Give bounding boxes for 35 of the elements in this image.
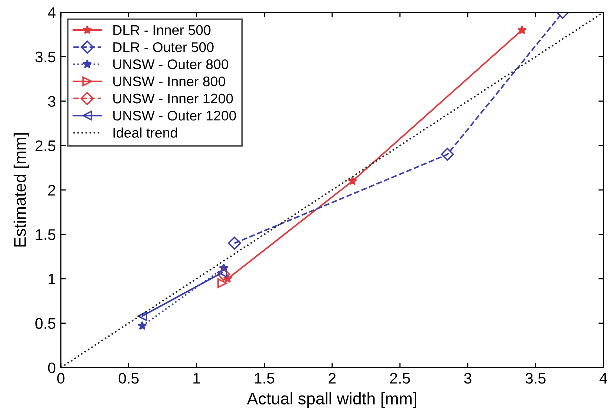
point	[441, 148, 454, 162]
legend-label: UNSW - Outer 1200	[114, 110, 236, 121]
x-tick-label: 0.5	[118, 373, 139, 384]
legend-label: Ideal trend	[114, 128, 178, 138]
y-axis-title: Estimated [mm]	[14, 133, 30, 247]
x-axis-title: Actual spall width [mm]	[247, 392, 416, 408]
legend-label: DLR - Inner 500	[114, 25, 211, 36]
point	[138, 321, 148, 330]
y-tick-label: 0.5	[36, 318, 56, 330]
legend-label: UNSW - Outer 800	[114, 60, 228, 70]
y-tick-label: 3.5	[36, 52, 56, 63]
point	[228, 236, 242, 250]
legend-label: UNSW - Inner 800	[114, 76, 226, 87]
x-tick-label: 1.5	[255, 373, 275, 384]
x-tick-label: 2.5	[390, 373, 410, 384]
x-tick-label: 0	[57, 373, 65, 384]
y-tick-label: 1.5	[36, 230, 56, 240]
y-tick-label: 1	[48, 274, 56, 285]
x-tick-label: 3	[464, 373, 472, 384]
legend-label: UNSW - Inner 1200	[114, 94, 234, 104]
y-tick-label: 4	[48, 8, 56, 18]
x-tick-label: 3.5	[526, 373, 546, 384]
y-tick-label: 2.5	[36, 140, 56, 152]
point	[518, 25, 527, 34]
point	[348, 176, 358, 186]
x-tick-label: 4	[600, 373, 608, 384]
x-tick-label: 2	[328, 373, 336, 384]
y-tick-label: 3	[48, 96, 56, 108]
y-tick-label: 0	[48, 362, 56, 374]
legend-label: DLR - Outer 500	[114, 42, 214, 52]
point	[217, 268, 230, 282]
point	[138, 311, 148, 322]
point	[218, 278, 228, 288]
y-tick-label: 2	[48, 185, 56, 196]
x-tick-label: 1	[194, 373, 200, 384]
